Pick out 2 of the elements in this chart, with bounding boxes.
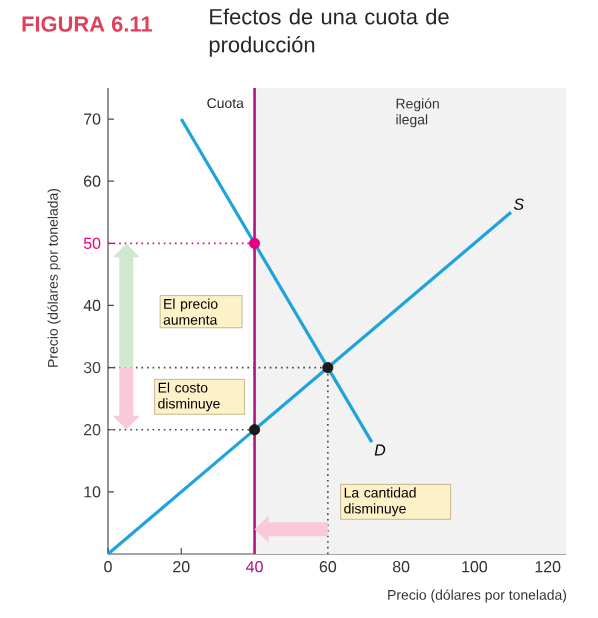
chart-subtitle: Efectos de una cuota de producción [209,8,449,57]
chart-title: FIGURA 6.11 [22,16,152,32]
